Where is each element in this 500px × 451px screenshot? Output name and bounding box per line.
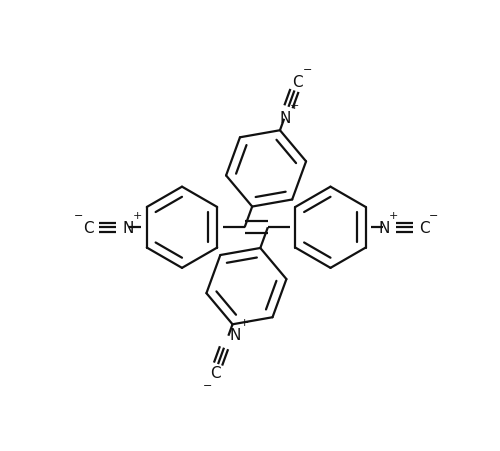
Text: N: N	[229, 327, 240, 342]
Text: +: +	[388, 211, 398, 221]
Text: C: C	[210, 366, 220, 381]
Text: C: C	[292, 74, 303, 89]
Text: −: −	[429, 211, 438, 221]
Text: −: −	[74, 211, 84, 221]
Text: C: C	[419, 220, 430, 235]
Text: +: +	[290, 101, 298, 111]
Text: N: N	[279, 110, 290, 125]
Text: C: C	[82, 220, 94, 235]
Text: N: N	[123, 220, 134, 235]
Text: N: N	[378, 220, 390, 235]
Text: +: +	[240, 318, 248, 327]
Text: +: +	[133, 211, 142, 221]
Text: −: −	[202, 380, 212, 390]
Text: −: −	[302, 65, 312, 75]
